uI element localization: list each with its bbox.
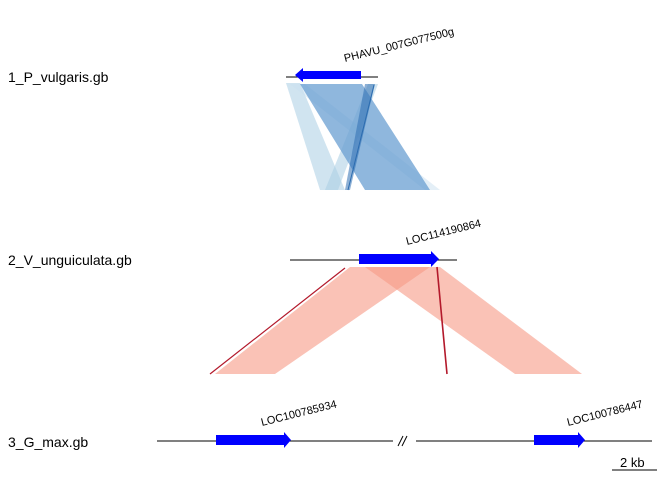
inverted-link-main	[300, 84, 430, 190]
track-label: 2_V_unguiculata.gb	[8, 252, 132, 268]
gene-arrow-reverse	[295, 68, 361, 82]
gene-label: LOC114190864	[405, 218, 482, 248]
track-label: 1_P_vulgaris.gb	[8, 69, 109, 85]
break-marker	[397, 435, 408, 447]
forward-link-left	[215, 267, 430, 374]
track-label: 3_G_max.gb	[8, 434, 88, 450]
track-1: 1_P_vulgaris.gb PHAVU_007G077500g	[8, 26, 455, 85]
gene-label: PHAVU_007G077500g	[343, 26, 455, 65]
track-3: 3_G_max.gb LOC100785934 LOC100786447	[8, 398, 652, 450]
scale-bar: 2 kb	[612, 455, 657, 471]
inverted-link-thin	[347, 84, 375, 191]
track-2: 2_V_unguiculata.gb LOC114190864	[8, 218, 482, 268]
gene-arrow-forward	[534, 432, 585, 448]
gene-arrow-forward	[216, 432, 291, 448]
gene-arrow-forward	[359, 251, 439, 267]
scale-bar-label: 2 kb	[620, 455, 645, 470]
inverted-link-light-1	[286, 83, 345, 190]
links-track2-track3	[209, 266, 582, 375]
forward-link-thin-right	[436, 266, 448, 375]
gene-label: LOC100786447	[566, 398, 644, 428]
forward-link-thin-left	[209, 267, 346, 375]
gene-label: LOC100785934	[260, 398, 338, 428]
forward-link-right	[365, 267, 582, 374]
links-track1-track2	[286, 83, 440, 191]
